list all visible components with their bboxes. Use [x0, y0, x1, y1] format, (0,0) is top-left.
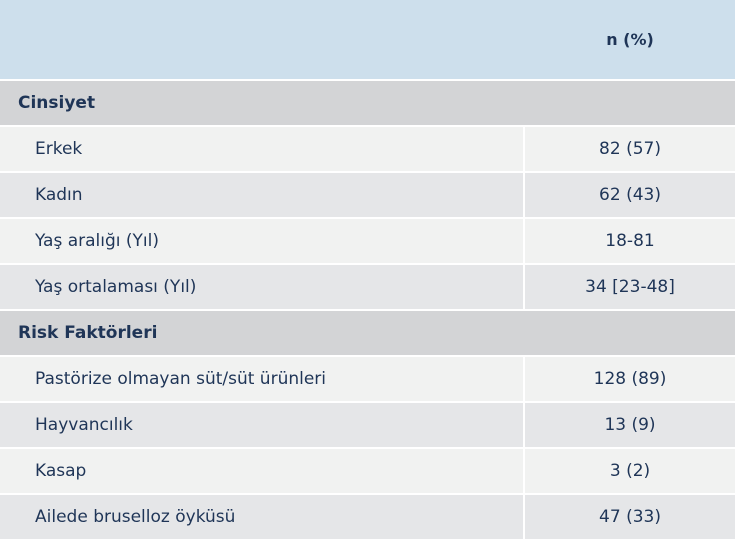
- section-header: Cinsiyet: [0, 81, 735, 125]
- row-value: 62 (43): [525, 173, 735, 217]
- table-row: Pastörize olmayan süt/süt ürünleri 128 (8…: [0, 357, 735, 401]
- row-value: 18-81: [525, 219, 735, 263]
- row-label: Hayvancılık: [0, 403, 523, 447]
- section-header: Risk Faktörleri: [0, 311, 735, 355]
- table-row: Yaş ortalaması (Yıl) 34 [23-48]: [0, 265, 735, 309]
- table-header: n (%): [0, 0, 735, 79]
- row-label: Yaş ortalaması (Yıl): [0, 265, 523, 309]
- section-title: Cinsiyet: [18, 93, 96, 113]
- row-label: Kadın: [0, 173, 523, 217]
- table-row: Erkek 82 (57): [0, 127, 735, 171]
- table-row: Yaş aralığı (Yıl) 18-81: [0, 219, 735, 263]
- row-label: Yaş aralığı (Yıl): [0, 219, 523, 263]
- section-title: Risk Faktörleri: [18, 323, 158, 343]
- row-value: 128 (89): [525, 357, 735, 401]
- row-value: 3 (2): [525, 449, 735, 493]
- table-row: Kasap 3 (2): [0, 449, 735, 493]
- row-label: Kasap: [0, 449, 523, 493]
- table-row: Hayvancılık 13 (9): [0, 403, 735, 447]
- row-label: Pastörize olmayan süt/süt ürünleri: [0, 357, 523, 401]
- row-value: 82 (57): [525, 127, 735, 171]
- table-row: Ailede bruselloz öyküsü 47 (33): [0, 495, 735, 539]
- header-cell-n-percent: n (%): [606, 30, 654, 49]
- row-label: Erkek: [0, 127, 523, 171]
- row-value: 13 (9): [525, 403, 735, 447]
- row-value: 47 (33): [525, 495, 735, 539]
- row-label: Ailede bruselloz öyküsü: [0, 495, 523, 539]
- row-value: 34 [23-48]: [525, 265, 735, 309]
- header-cell-label: [0, 0, 523, 79]
- table-row: Kadın 62 (43): [0, 173, 735, 217]
